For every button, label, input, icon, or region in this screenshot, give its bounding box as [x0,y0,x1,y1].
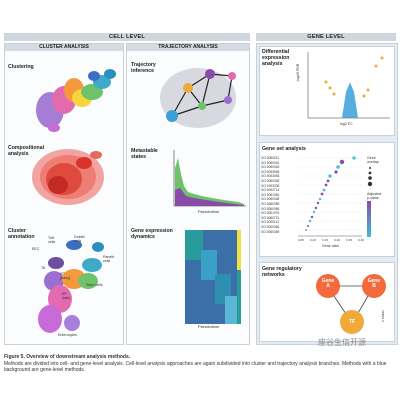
regulatory-label: Gene regulatory networks [262,266,302,278]
go-term: GO:0061060 [261,192,280,197]
go-term: GO:0060344 [261,165,280,170]
gene-overlap-legend: Gene overlap [367,156,379,164]
go-term: GO:0000366 [261,224,280,229]
go-term: GO:0001976 [261,211,280,216]
figure-title: Overview of downstream analysis methods. [26,354,131,360]
ep-late-label: EP (late) [62,292,71,300]
stem-label: Stem cells [86,283,103,287]
cluster-analysis-title: CLUSTER ANALYSIS [5,44,123,51]
go-term: GO:1903039 [261,183,280,188]
go-term: GO:0060342 [261,160,280,165]
adj-p-colorbar [367,201,371,237]
adj-p-legend: Adjusted p-value [367,192,381,200]
goblet-label: Goblet cells [74,235,85,243]
regulatory-network [316,274,386,334]
volcano-plot [307,52,390,119]
enterocytes-label: Enterocytes [58,333,77,337]
clustering-umap [36,69,116,132]
cluster-annotation-label: Cluster annotation [8,228,35,240]
gene-ratio-tick: 0.15 [322,238,328,242]
volcano-x-label: log2 FC [340,122,353,126]
copyright: © EMBO [381,310,385,322]
annotation-umap [38,240,104,333]
go-term: GO:0060365 [261,206,280,211]
pseudotime-label-1: Pseudotime [198,209,220,214]
trajectory-inference-label: Trajectory inference [131,62,156,74]
diff-expr-label: Differential expression analysis [262,49,290,67]
compositional-density [32,149,104,205]
go-term: GO:0060359 [261,201,280,206]
gene-expression-heatmap [185,230,241,324]
metastable-label: Metastable states [131,148,158,160]
gene-ratio-tick: 0.20 [334,238,340,242]
figure-number: Figure 5. [4,354,25,360]
trajectory-analysis-title: TRAJECTORY ANALYSIS [127,44,249,51]
gene-ratio-tick: 0.30 [358,238,364,242]
ta-label: TA [41,266,46,270]
clustering-label: Clustering [8,64,34,70]
go-term: GO:0060359 [261,229,280,234]
gene-b-node: Gene B [367,278,381,290]
cell-level-header: CELL LEVEL [4,33,250,41]
watermark: 座谷生信开源 [318,338,366,347]
go-term: GO:0060348 [261,197,280,202]
go-term: GO:0002714 [261,188,280,193]
go-term: GO:0060721 [261,215,280,220]
go-term: GO:0060011 [261,156,280,160]
volcano-y-label: -log10 FDR [296,63,300,82]
gene-level-header: GENE LEVEL [256,33,396,41]
trajectory-graph [160,68,236,128]
gene-a-node: Gene A [321,278,335,290]
compositional-label: Compositional analysis [8,145,45,157]
ep-early-label: EP (early) [60,272,71,280]
go-term: GO:0000112 [261,220,280,225]
go-term: GO:0043083 [261,174,280,179]
paneth-label: Paneth cells [103,255,115,263]
metastable-hist [173,150,246,207]
diff-expr-panel [259,46,395,136]
go-term-list: GO:0060011 GO:0060342 GO:0060344 GO:0030… [261,156,297,234]
gene-ratio-label: Gene ratio [322,244,339,248]
gene-set-panel [259,142,395,257]
go-term: GO:0030665 [261,169,280,174]
figure-text: Methods are divided into cell- and gene-… [4,360,387,374]
gene-ratio-tick: 0.05 [298,238,304,242]
eec-label: EEC [32,247,40,251]
pseudotime-label-2: Pseudotime [198,324,220,329]
go-term: GO:0060345 [261,178,280,183]
gene-overlap-legend-dots [367,167,373,187]
tuft-label: Tuft cells [48,236,56,244]
gene-expression-dynamics-label: Gene expression dynamics [131,228,173,240]
gene-set-dotplot [298,156,362,237]
gene-ratio-tick: 0.25 [346,238,352,242]
gene-set-label: Gene set analysis [262,146,306,152]
gene-ratio-tick: 0.10 [310,238,316,242]
tf-node: TF [348,319,356,325]
gene-ratio-ticks: 0.05 0.10 0.15 0.20 0.25 0.30 [298,238,364,242]
figure-caption: Figure 5. Overview of downstream analysi… [4,354,396,374]
